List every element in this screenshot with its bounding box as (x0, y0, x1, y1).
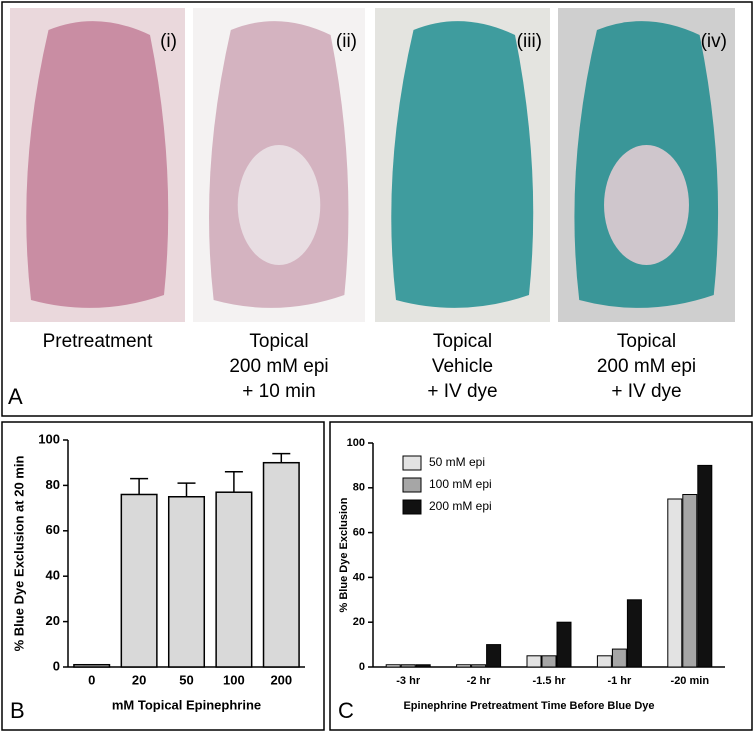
bar (262, 461, 300, 668)
y-tick-label: 80 (353, 482, 365, 494)
bar (400, 664, 416, 668)
x-tick-label: -2 hr (467, 675, 492, 687)
y-tick-label: 100 (38, 431, 60, 446)
error-bar (272, 452, 291, 463)
bar (556, 621, 572, 668)
legend-label: 50 mM epi (429, 455, 485, 469)
photo-label: (i) (160, 31, 177, 52)
photo-label: (iii) (517, 31, 542, 52)
panel-a-frame (1, 1, 753, 417)
error-bar (130, 477, 149, 495)
photo-spot (237, 145, 321, 265)
y-tick-label: 60 (353, 527, 365, 539)
panel-c-frame (329, 421, 753, 731)
x-axis-label: Epinephrine Pretreatment Time Before Blu… (403, 700, 654, 712)
bar (167, 496, 206, 668)
y-tick-label: 40 (46, 568, 60, 583)
photo-caption: + IV dye (427, 381, 497, 402)
x-tick-label: 20 (132, 672, 146, 687)
x-tick-label: 100 (223, 672, 245, 687)
bar (415, 664, 431, 668)
photo-skin (391, 21, 534, 308)
error-bar (224, 471, 243, 493)
legend-swatch (402, 455, 422, 471)
bar (486, 644, 502, 668)
y-tick-label: 40 (353, 571, 365, 583)
bar (667, 498, 683, 668)
bar (611, 648, 627, 668)
bar (682, 494, 698, 668)
x-tick-label: 0 (88, 672, 95, 687)
panel-letter: B (10, 698, 25, 723)
panel-letter: A (8, 384, 23, 409)
bar (541, 655, 557, 668)
photo-spot (604, 145, 689, 265)
error-bar (177, 482, 196, 497)
x-axis-label: mM Topical Epinephrine (112, 697, 261, 712)
y-tick-label: 20 (353, 616, 365, 628)
photo-caption: Topical (433, 331, 492, 352)
legend-swatch (402, 499, 422, 515)
bar (456, 664, 472, 668)
bar (526, 655, 542, 668)
legend-label: 200 mM epi (429, 499, 492, 513)
bar (385, 664, 401, 668)
bar (120, 493, 158, 668)
panel-letter: C (338, 698, 354, 723)
bar (596, 655, 612, 668)
y-tick-label: 80 (46, 477, 60, 492)
bar (697, 464, 713, 668)
y-tick-label: 0 (53, 658, 60, 673)
legend-label: 100 mM epi (429, 477, 492, 491)
photo-caption: + 10 min (242, 381, 315, 402)
photo-label: (ii) (336, 31, 357, 52)
y-axis-label: % Blue Dye Exclusion at 20 min (11, 456, 26, 652)
x-tick-label: -1.5 hr (532, 675, 566, 687)
y-axis-label: % Blue Dye Exclusion (338, 497, 350, 612)
photo-caption: Topical (617, 331, 676, 352)
x-tick-label: -1 hr (607, 675, 632, 687)
bar (626, 599, 642, 668)
x-tick-label: 200 (270, 672, 292, 687)
bar (215, 491, 253, 668)
photo-caption: 200 mM epi (597, 356, 696, 377)
photo-label: (iv) (701, 31, 727, 52)
photo-skin (26, 21, 169, 308)
photo-caption: Topical (249, 331, 308, 352)
y-tick-label: 0 (359, 661, 365, 673)
photo-caption: Vehicle (432, 356, 493, 377)
legend-swatch (402, 477, 422, 493)
x-tick-label: 50 (179, 672, 193, 687)
x-tick-label: -3 hr (396, 675, 421, 687)
photo-caption: 200 mM epi (229, 356, 328, 377)
y-tick-label: 100 (347, 437, 365, 449)
y-tick-label: 20 (46, 613, 60, 628)
photo-caption: Pretreatment (43, 331, 154, 352)
x-tick-label: -20 min (671, 675, 710, 687)
y-tick-label: 60 (46, 522, 60, 537)
bar (471, 664, 487, 668)
panel-b-frame (1, 421, 325, 731)
photo-caption: + IV dye (611, 381, 681, 402)
